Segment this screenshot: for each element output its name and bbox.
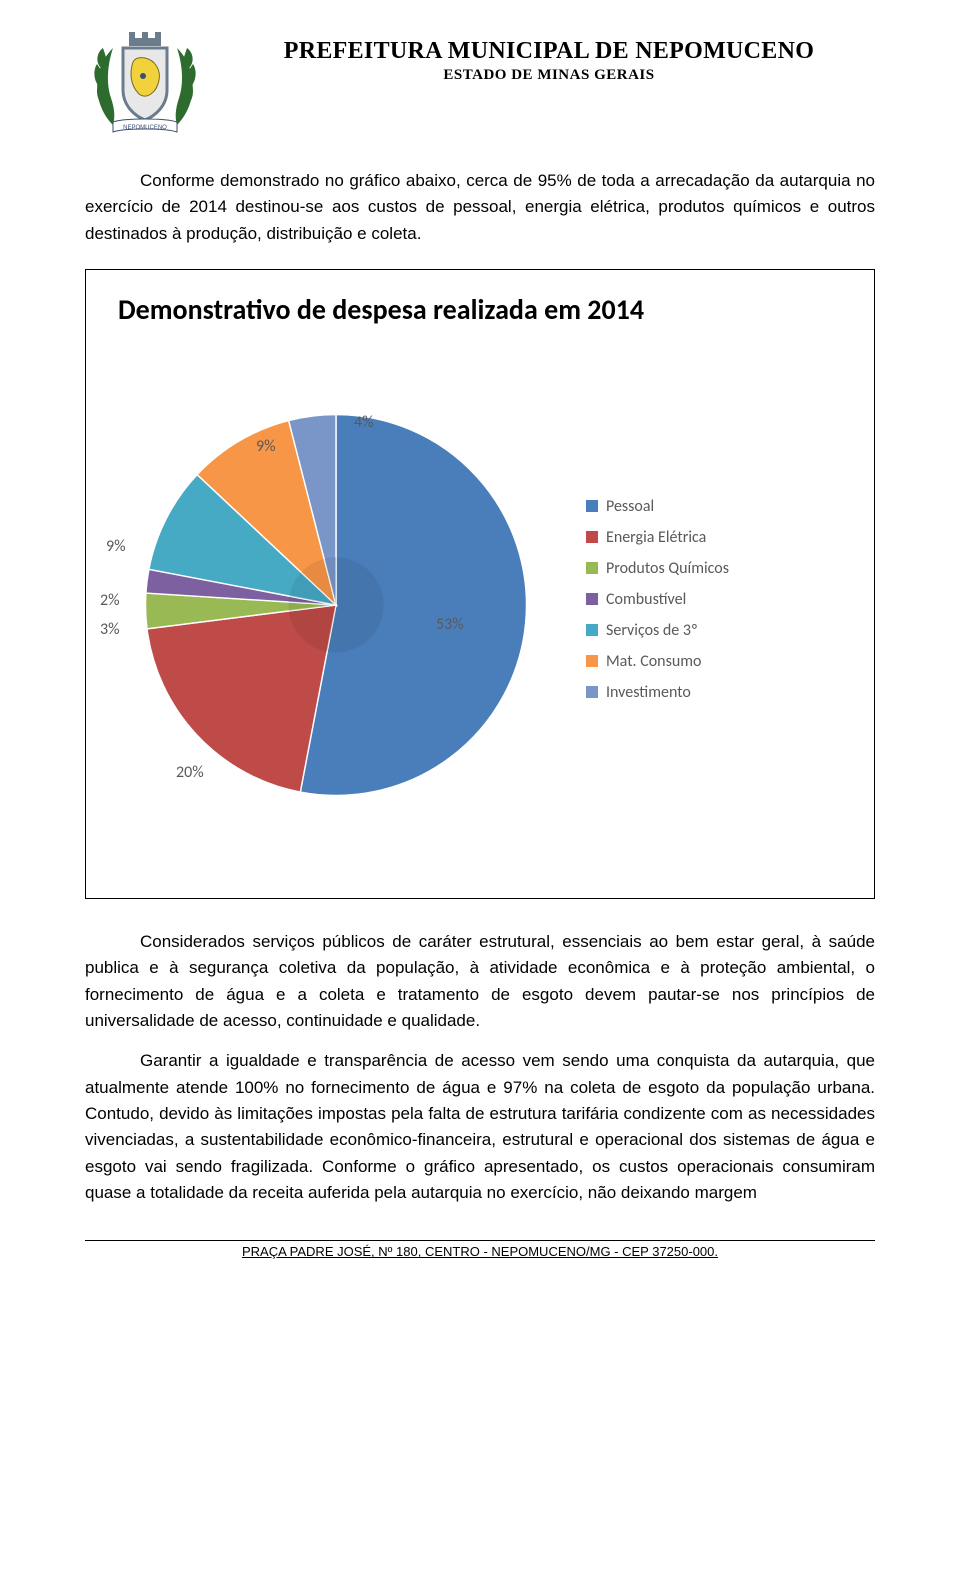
paragraph-2: Considerados serviços públicos de caráte… bbox=[85, 929, 875, 1034]
footer-address: PRAÇA PADRE JOSÉ, Nº 180, CENTRO - NEPOM… bbox=[85, 1244, 875, 1259]
document-page: NEPOMUCENO PREFEITURA MUNICIPAL DE NEPOM… bbox=[0, 0, 960, 1279]
expense-chart-panel: Demonstrativo de despesa realizada em 20… bbox=[85, 269, 875, 899]
paragraph-3: Garantir a igualdade e transparência de … bbox=[85, 1048, 875, 1206]
legend-swatch bbox=[586, 655, 598, 667]
intro-paragraph: Conforme demonstrado no gráfico abaixo, … bbox=[85, 168, 875, 247]
legend-swatch bbox=[586, 531, 598, 543]
legend-swatch bbox=[586, 593, 598, 605]
pie-wrap: 53%20%3%2%9%9%4% bbox=[106, 375, 566, 835]
legend-label: Energia Elétrica bbox=[606, 528, 706, 547]
legend-item: Energia Elétrica bbox=[586, 528, 729, 547]
legend-item: Investimento bbox=[586, 683, 729, 702]
letterhead-text: PREFEITURA MUNICIPAL DE NEPOMUCENO ESTAD… bbox=[223, 30, 875, 84]
legend-item: Combustível bbox=[586, 590, 729, 609]
pie-chart bbox=[136, 405, 536, 805]
legend-item: Serviços de 3º bbox=[586, 621, 729, 640]
slice-pct-label: 20% bbox=[176, 763, 204, 782]
legend-label: Serviços de 3º bbox=[606, 621, 698, 640]
city-crest-icon: NEPOMUCENO bbox=[85, 30, 205, 140]
legend-label: Pessoal bbox=[606, 497, 654, 516]
chart-body: 53%20%3%2%9%9%4% PessoalEnergia Elétrica… bbox=[106, 355, 854, 855]
slice-pct-label: 9% bbox=[106, 537, 126, 556]
svg-text:NEPOMUCENO: NEPOMUCENO bbox=[123, 125, 167, 131]
legend-label: Combustível bbox=[606, 590, 686, 609]
legend-label: Investimento bbox=[606, 683, 691, 702]
slice-pct-label: 3% bbox=[100, 620, 120, 639]
legend-swatch bbox=[586, 500, 598, 512]
legend-label: Mat. Consumo bbox=[606, 652, 701, 671]
slice-pct-label: 9% bbox=[256, 437, 276, 456]
slice-pct-label: 2% bbox=[100, 591, 120, 610]
legend-item: Pessoal bbox=[586, 497, 729, 516]
org-title: PREFEITURA MUNICIPAL DE NEPOMUCENO bbox=[223, 38, 875, 65]
chart-legend: Pessoal Energia Elétrica Produtos Químicos… bbox=[586, 497, 729, 714]
legend-swatch bbox=[586, 562, 598, 574]
legend-swatch bbox=[586, 686, 598, 698]
chart-title: Demonstrativo de despesa realizada em 20… bbox=[106, 292, 854, 327]
legend-item: Produtos Químicos bbox=[586, 559, 729, 578]
legend-item: Mat. Consumo bbox=[586, 652, 729, 671]
footer-rule bbox=[85, 1240, 875, 1241]
letterhead: NEPOMUCENO PREFEITURA MUNICIPAL DE NEPOM… bbox=[85, 30, 875, 140]
slice-pct-label: 4% bbox=[354, 413, 374, 432]
slice-pct-label: 53% bbox=[436, 615, 464, 634]
legend-swatch bbox=[586, 624, 598, 636]
org-subtitle: ESTADO DE MINAS GERAIS bbox=[223, 67, 875, 84]
legend-label: Produtos Químicos bbox=[606, 559, 729, 578]
